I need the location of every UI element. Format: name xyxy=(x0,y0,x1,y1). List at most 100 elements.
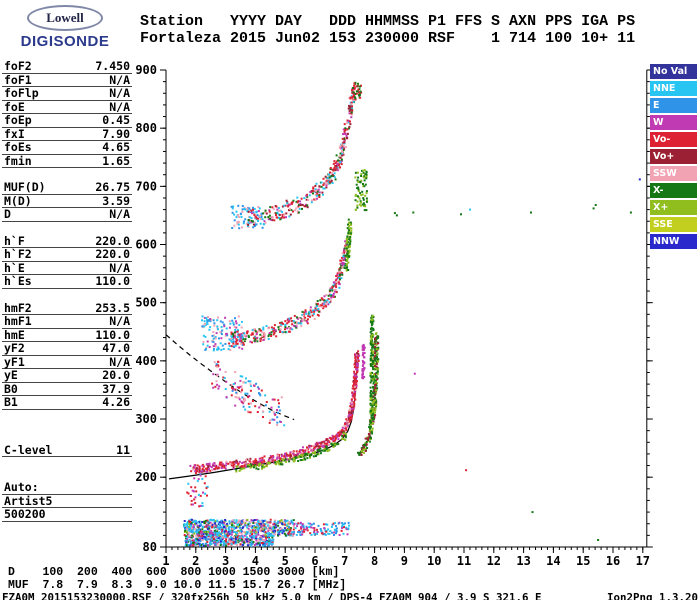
param-value: 37.9 xyxy=(102,381,130,396)
param-row-foes: foEs 4.65 xyxy=(2,141,132,155)
x-tick-label: 13 xyxy=(516,554,530,568)
y-tick-label: 400 xyxy=(135,354,157,368)
param-label: fmin xyxy=(4,153,32,168)
legend-item-nnw: NNW xyxy=(650,234,697,249)
param-label: hmF1 xyxy=(4,314,32,328)
x-tick-label: 14 xyxy=(546,554,560,568)
param-row-c-level: C-level 11 xyxy=(2,442,132,457)
logo-lowell-text: Lowell xyxy=(46,10,84,25)
param-row-b0: B0 37.9 xyxy=(2,381,132,396)
param-value: 110.0 xyxy=(95,274,130,288)
x-tick-label: 10 xyxy=(427,554,441,568)
param-value: N/A xyxy=(109,72,130,87)
param-label: h`F xyxy=(4,233,25,248)
status-bar: FZA0M_2015153230000.RSF / 320fx256h 50 k… xyxy=(2,591,698,600)
x-tick-label: 6 xyxy=(311,554,318,568)
curve-transmission-curve xyxy=(165,334,295,421)
param-value: 7.90 xyxy=(102,126,130,141)
x-tick-label: 3 xyxy=(222,554,229,568)
param-row-yf1: yF1 N/A xyxy=(2,355,132,369)
legend-item-ssw: SSW xyxy=(650,166,697,181)
param-row-ye: yE 20.0 xyxy=(2,369,132,383)
param-label: foE xyxy=(4,99,25,114)
parameter-panel: foF2 7.450 foF1 N/A foFlp N/A foE N/A foEp 0.45 fx… xyxy=(2,60,132,522)
x-tick-label: 11 xyxy=(457,554,471,568)
series-es-layer-sparse xyxy=(293,521,350,536)
x-tick-label: 17 xyxy=(636,554,650,568)
param-label: Artist5 xyxy=(4,493,53,508)
param-row-hme: hmE 110.0 xyxy=(2,327,132,342)
y-tick-label: 800 xyxy=(135,121,157,135)
series-third-hop-x xyxy=(354,169,369,212)
param-value: 4.65 xyxy=(102,140,130,154)
param-row-foep: foEp 0.45 xyxy=(2,114,132,128)
param-row-hmf1: hmF1 N/A xyxy=(2,315,132,329)
param-label: B0 xyxy=(4,381,18,396)
y-tick-label: 80 xyxy=(143,540,157,554)
param-value: 3.59 xyxy=(102,193,130,208)
y-tick-label: 500 xyxy=(135,296,157,310)
param-value: 253.5 xyxy=(95,300,130,315)
x-tick-label: 9 xyxy=(401,554,408,568)
param-label: B1 xyxy=(4,395,18,409)
x-tick-label: 5 xyxy=(282,554,289,568)
param-row-h-f2: h`F2 220.0 xyxy=(2,248,132,262)
param-value: 26.75 xyxy=(95,180,130,194)
param-value: 20.0 xyxy=(102,368,130,382)
series-spread-f-streak xyxy=(369,314,375,426)
legend-item-nne: NNE xyxy=(650,81,697,96)
y-tick-label: 900 xyxy=(135,63,157,77)
series-es-layer-main xyxy=(183,518,295,537)
param-value: 11 xyxy=(116,442,130,457)
series-es-layer-low xyxy=(184,535,275,547)
param-value: 4.26 xyxy=(102,395,130,409)
param-row-foflp: foFlp N/A xyxy=(2,87,132,101)
param-label: h`Es xyxy=(4,274,32,288)
status-file-info: FZA0M_2015153230000.RSF / 320fx256h 50 k… xyxy=(2,590,542,600)
legend-item-e: E xyxy=(650,98,697,113)
legend-item-vo+: Vo+ xyxy=(650,149,697,164)
param-row-auto-: Auto: xyxy=(2,481,132,495)
legend-item-w: W xyxy=(650,115,697,130)
param-label: h`F2 xyxy=(4,247,32,261)
param-label: yE xyxy=(4,368,18,382)
x-tick-label: 7 xyxy=(341,554,348,568)
param-label: MUF(D) xyxy=(4,180,46,194)
param-value: 1.65 xyxy=(102,153,130,168)
series-f-cusp-x xyxy=(357,332,380,456)
series-third-hop xyxy=(247,87,357,226)
param-row-foe: foE N/A xyxy=(2,99,132,114)
param-label: 500200 xyxy=(4,507,46,521)
series-oblique-scatter xyxy=(211,360,286,427)
param-label: foEs xyxy=(4,140,32,154)
param-group: h`F 220.0 h`F2 220.0 h`E N/A h`Es 110.0 xyxy=(2,233,132,289)
param-label: Auto: xyxy=(4,480,39,494)
lowell-logo-oval: Lowell xyxy=(27,5,103,31)
logo-digisonde-text: DIGISONDE xyxy=(20,33,110,50)
legend-item-sse: SSE xyxy=(650,217,697,232)
series-f-trace-o xyxy=(189,350,361,474)
x-tick-label: 2 xyxy=(192,554,199,568)
x-tick-label: 1 xyxy=(162,554,169,568)
param-row-fof2: foF2 7.450 xyxy=(2,60,132,74)
y-tick-label: 200 xyxy=(135,470,157,484)
param-value: 47.0 xyxy=(102,341,130,355)
param-value: 0.45 xyxy=(102,113,130,127)
param-group: hmF2 253.5 hmF1 N/A hmE 110.0 yF2 47.0 yF1 N/A yE 2… xyxy=(2,300,132,410)
param-row-hmf2: hmF2 253.5 xyxy=(2,300,132,315)
param-row-m-d-: M(D) 3.59 xyxy=(2,193,132,208)
param-value: N/A xyxy=(109,86,130,100)
param-group: MUF(D) 26.75 M(D) 3.59 D N/A xyxy=(2,181,132,222)
param-row-h-f: h`F 220.0 xyxy=(2,233,132,248)
series-f-start-scatter xyxy=(186,473,209,508)
param-row-artist5: Artist5 xyxy=(2,493,132,508)
param-row-b1: B1 4.26 xyxy=(2,396,132,410)
series-second-hop-x-top xyxy=(343,218,353,272)
legend-item-x-: X- xyxy=(650,183,697,198)
param-value: 110.0 xyxy=(95,327,130,342)
param-label: foF2 xyxy=(4,59,32,73)
param-label: foF1 xyxy=(4,72,32,87)
